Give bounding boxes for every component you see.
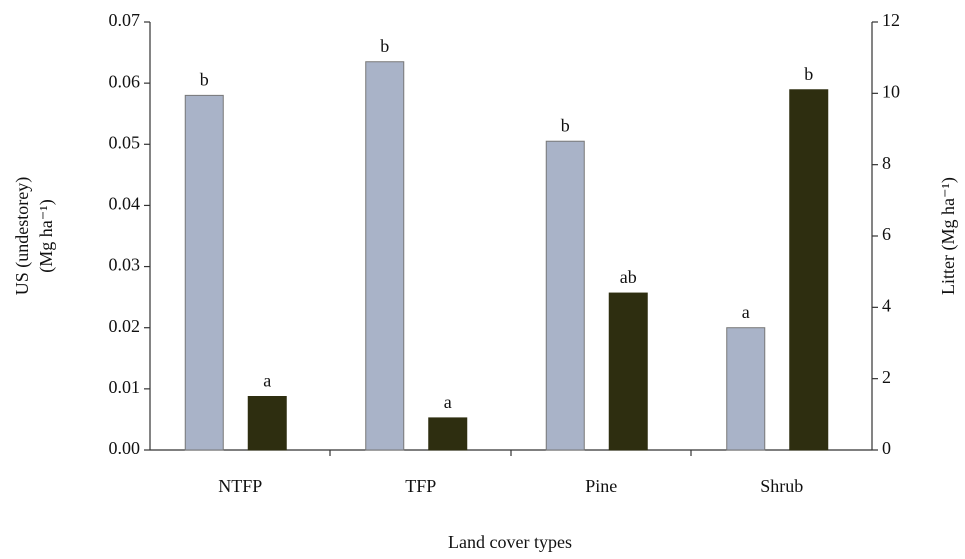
y2-tick-label: 6	[882, 224, 891, 244]
y2-tick-label: 8	[882, 153, 891, 173]
y-tick-label: 0.01	[109, 377, 141, 397]
y2-axis-label: Litter (Mg ha⁻¹)	[938, 177, 959, 295]
bar	[184, 94, 224, 451]
y2-tick-label: 2	[882, 367, 891, 387]
y-tick-label: 0.05	[109, 132, 141, 152]
y2-tick-label: 4	[882, 295, 891, 315]
x-tick-label: Pine	[585, 476, 617, 496]
bar	[789, 89, 829, 451]
x-tick-label: Shrub	[760, 476, 803, 496]
y2-tick-label: 0	[882, 438, 891, 458]
bar	[247, 396, 287, 451]
significance-label: b	[804, 64, 813, 84]
bar	[365, 61, 405, 451]
x-tick-label: NTFP	[218, 476, 262, 496]
significance-label: b	[380, 36, 389, 56]
y-axis-label: US (undestorey)	[12, 177, 33, 295]
bar	[726, 327, 766, 451]
y-tick-label: 0.03	[109, 255, 141, 275]
bar	[428, 417, 468, 451]
significance-label: b	[200, 69, 209, 89]
significance-label: ab	[620, 267, 637, 287]
y2-tick-label: 10	[882, 81, 900, 101]
significance-label: a	[263, 371, 271, 391]
significance-label: a	[444, 392, 452, 412]
x-axis-label: Land cover types	[448, 532, 572, 552]
y-tick-label: 0.00	[109, 438, 141, 458]
x-tick-label: TFP	[405, 476, 436, 496]
y-tick-label: 0.07	[109, 10, 141, 30]
bar	[608, 292, 648, 451]
y-tick-label: 0.02	[109, 316, 141, 336]
bar	[545, 140, 585, 451]
y-tick-label: 0.04	[109, 194, 141, 214]
y-axis-label: (Mg ha⁻¹)	[36, 199, 57, 272]
significance-label: b	[561, 115, 570, 135]
significance-label: a	[742, 302, 750, 322]
y2-tick-label: 12	[882, 10, 900, 30]
y-tick-label: 0.06	[109, 71, 141, 91]
